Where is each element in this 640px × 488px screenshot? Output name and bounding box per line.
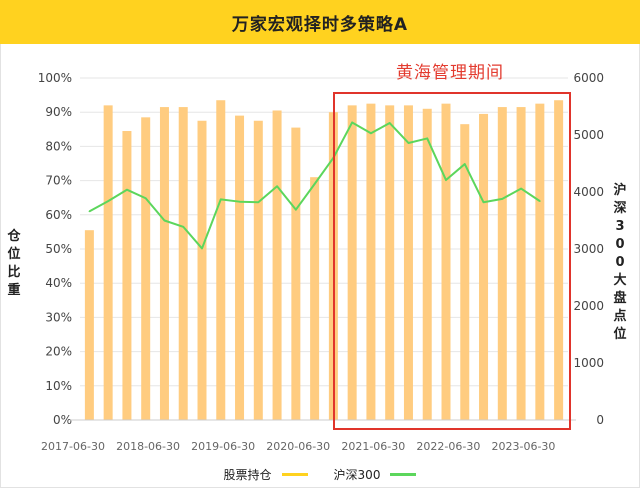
hs300-point: [88, 210, 91, 213]
bar-series: [84, 100, 564, 421]
hs300-point: [463, 163, 466, 165]
x-tick-label: 2023-06-30: [491, 440, 555, 453]
hs300-point: [407, 142, 410, 144]
left-tick-label: 40%: [45, 276, 72, 290]
hs300-point: [426, 137, 429, 140]
hs300-point: [520, 187, 522, 190]
hs300-point: [219, 198, 222, 201]
line-series: [88, 121, 541, 250]
stock-position-bar: [347, 105, 357, 421]
left-tick-label: 0%: [53, 413, 72, 427]
right-tick-label: 1000: [573, 356, 604, 370]
hs300-point: [370, 132, 372, 135]
stock-position-bar: [366, 103, 376, 421]
chart-title: 万家宏观择时多策略A: [231, 14, 409, 35]
gridlines: [80, 77, 568, 421]
stock-position-bar: [272, 110, 282, 421]
left-tick-label: 10%: [45, 379, 72, 393]
left-tick-label: 80%: [45, 139, 72, 153]
stock-position-bar: [122, 131, 132, 420]
left-tick-label: 90%: [45, 105, 72, 119]
x-tick-label: 2018-06-30: [116, 440, 180, 453]
hs300-point: [238, 200, 241, 203]
right-tick-label: 3000: [573, 242, 604, 256]
hs300-point: [313, 183, 316, 185]
hs300-point: [201, 247, 203, 250]
right-tick-label: 2000: [573, 299, 604, 313]
left-axis-label: 仓位比重: [7, 229, 21, 298]
stock-position-bar: [235, 115, 245, 421]
hs300-point: [182, 225, 185, 228]
right-axis-label: 沪深300大盘点位: [613, 183, 627, 342]
hs300-point: [163, 219, 166, 222]
stock-position-bar: [178, 107, 188, 420]
left-tick-label: 50%: [45, 242, 72, 256]
title-bar: 万家宏观择时多策略A: [0, 0, 640, 44]
right-tick-label: 5000: [573, 128, 604, 142]
hs300-point: [126, 188, 128, 191]
stock-position-bar: [216, 100, 226, 420]
stock-position-bar: [103, 105, 113, 421]
right-tick-label: 0: [596, 413, 604, 427]
stock-position-bar: [141, 117, 151, 420]
left-tick-label: 100%: [38, 71, 72, 85]
legend-swatch-hs300: [390, 472, 417, 476]
stock-position-bar: [310, 177, 320, 420]
highlight-box: [333, 92, 571, 430]
hs300-point: [351, 121, 353, 124]
hs300-point: [295, 208, 297, 211]
hs300-point: [257, 201, 260, 204]
x-tick-label: 2019-06-30: [191, 440, 255, 453]
hs300-point: [107, 200, 109, 202]
legend-swatch-stock: [281, 472, 308, 476]
legend-item-stock[interactable]: 股票持仓: [224, 466, 308, 483]
stock-position-bar: [497, 107, 507, 420]
hs300-point: [144, 197, 147, 200]
stock-position-bar: [253, 120, 263, 420]
x-tick-label: 2020-06-30: [266, 440, 330, 453]
stock-position-bar: [422, 108, 432, 420]
x-axis-ticks: 2017-06-30 2018-06-30 2019-06-30 2020-06-30…: [41, 419, 576, 453]
left-tick-label: 60%: [45, 208, 72, 222]
hs300-point: [445, 179, 447, 181]
stock-position-bar: [441, 103, 451, 421]
legend-label-stock: 股票持仓: [223, 467, 272, 482]
left-tick-label: 30%: [45, 310, 72, 324]
left-tick-label: 20%: [45, 345, 72, 359]
hs300-point: [501, 198, 504, 200]
hs300-point: [539, 200, 541, 202]
hs300-point: [482, 201, 485, 204]
hs300-point: [388, 122, 391, 124]
right-tick-label: 4000: [573, 185, 604, 199]
hs300-point: [276, 185, 278, 188]
stock-position-bar: [197, 120, 207, 420]
stock-position-bar: [159, 107, 169, 420]
stock-position-bar: [535, 103, 545, 421]
legend-item-hs300[interactable]: 沪深300: [334, 466, 417, 483]
left-tick-label: 70%: [45, 174, 72, 188]
stock-position-bar: [84, 230, 94, 420]
stock-position-bar: [460, 124, 470, 421]
x-tick-label: 2022-06-30: [416, 440, 480, 453]
right-tick-label: 6000: [573, 71, 604, 85]
highlight-label: 黄海管理期间: [396, 63, 504, 83]
legend-label-hs300: 沪深300: [333, 467, 381, 482]
right-axis-ticks: 0 1000 2000 3000 4000 5000 6000: [573, 71, 604, 427]
stock-position-bar: [291, 127, 301, 420]
left-axis-ticks: 0% 10% 20% 30% 40% 50% 60% 70% 80% 90% 100%: [38, 71, 72, 427]
legend: 股票持仓 沪深300: [0, 464, 640, 484]
stock-position-bar: [385, 105, 395, 421]
stock-position-bar: [516, 107, 526, 420]
stock-position-bar: [479, 113, 489, 420]
x-tick-label: 2017-06-30: [41, 440, 105, 453]
stock-position-bar: [554, 100, 564, 420]
x-tick-label: 2021-06-30: [341, 440, 405, 453]
stock-position-bar: [403, 105, 413, 421]
